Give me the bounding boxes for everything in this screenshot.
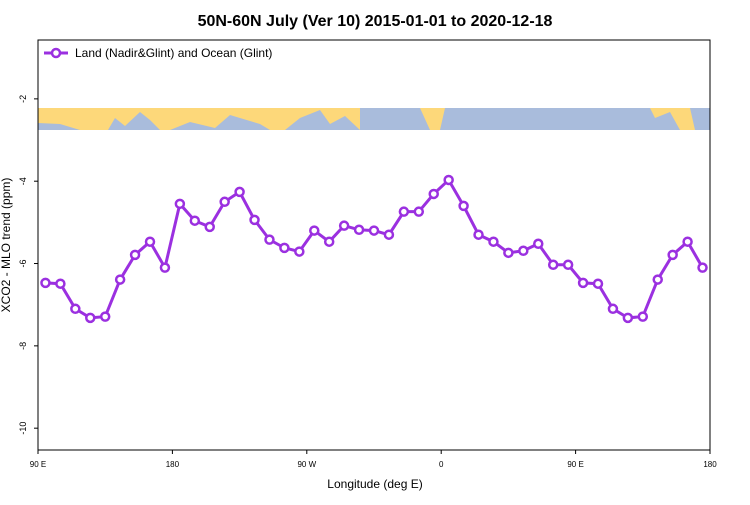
legend-marker xyxy=(50,47,62,59)
data-point xyxy=(428,188,439,200)
data-point xyxy=(458,200,469,212)
x-tick-label: 180 xyxy=(166,460,180,469)
data-point xyxy=(667,249,678,261)
y-tick-label: -8 xyxy=(18,342,28,350)
data-point xyxy=(682,236,693,247)
data-point xyxy=(70,303,81,315)
data-point xyxy=(234,186,245,198)
data-point xyxy=(159,262,171,273)
data-point xyxy=(338,220,350,231)
x-axis-label: Longitude (deg E) xyxy=(327,477,422,491)
data-point xyxy=(264,234,275,245)
x-tick-label: 90 E xyxy=(567,460,583,469)
data-point xyxy=(622,312,634,324)
data-point xyxy=(592,278,604,289)
data-point xyxy=(488,236,499,247)
data-point xyxy=(562,259,574,271)
x-tick-label: 180 xyxy=(703,460,717,469)
data-point xyxy=(443,174,454,186)
data-point xyxy=(85,312,96,324)
y-axis-label: XCO2 - MLO trend (ppm) xyxy=(0,178,13,313)
data-point xyxy=(652,274,663,285)
data-point xyxy=(547,259,559,271)
data-point xyxy=(309,225,320,236)
data-point xyxy=(637,311,649,322)
data-point xyxy=(129,249,141,261)
data-point xyxy=(40,277,51,289)
data-point xyxy=(249,214,260,226)
y-tick-label: -6 xyxy=(18,260,28,268)
data-point xyxy=(398,206,410,217)
x-tick-label: 90 E xyxy=(30,460,46,469)
data-point xyxy=(533,238,544,250)
data-point xyxy=(219,196,230,208)
series-line xyxy=(45,177,704,320)
data-point xyxy=(577,277,589,289)
data-point xyxy=(473,229,484,240)
plot-frame xyxy=(37,39,711,451)
data-point xyxy=(607,303,619,315)
chart-title: 50N-60N July (Ver 10) 2015-01-01 to 2020… xyxy=(198,13,553,30)
y-tick-label: -2 xyxy=(18,95,28,103)
data-point xyxy=(174,198,186,210)
data-point xyxy=(353,224,365,236)
data-point xyxy=(323,236,335,247)
data-point xyxy=(383,229,395,240)
data-point xyxy=(189,215,201,226)
x-tick-label: 90 W xyxy=(297,460,316,469)
map-strip xyxy=(38,108,710,130)
data-point xyxy=(55,278,66,289)
y-tick-label: -4 xyxy=(18,177,28,185)
data-point xyxy=(294,246,305,257)
data-point xyxy=(204,221,215,233)
legend-label: Land (Nadir&Glint) and Ocean (Glint) xyxy=(75,46,272,60)
data-point xyxy=(114,274,126,285)
data-point xyxy=(368,225,380,236)
data-point xyxy=(144,236,156,247)
x-tick-label: 0 xyxy=(439,460,444,469)
y-tick-label: -10 xyxy=(18,422,28,435)
data-point xyxy=(279,242,290,254)
data-point xyxy=(99,311,111,322)
data-point xyxy=(518,245,529,257)
data-point xyxy=(503,247,514,259)
data-point xyxy=(413,206,425,217)
data-point xyxy=(697,262,708,273)
